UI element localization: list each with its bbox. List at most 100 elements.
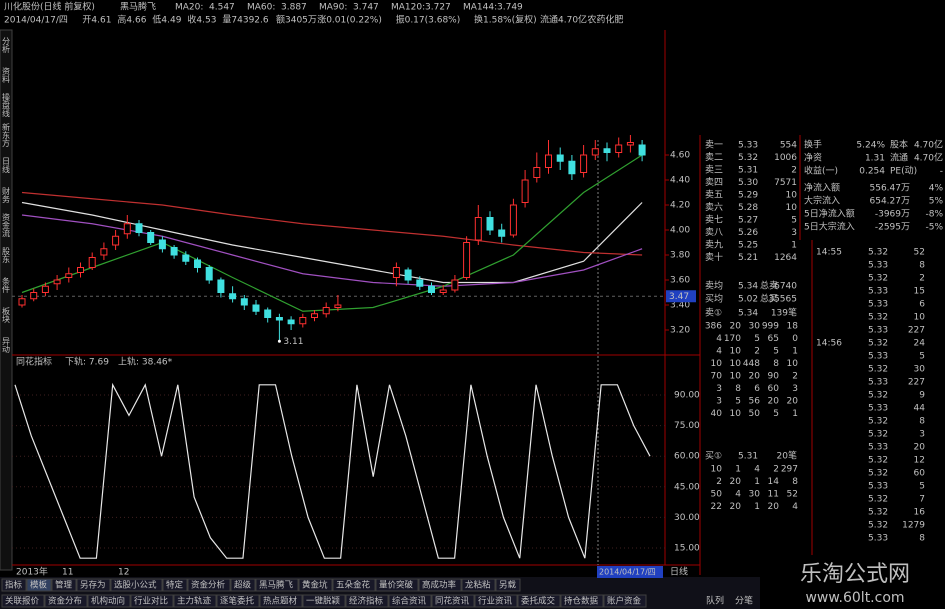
tick-volume: 8: [919, 261, 925, 271]
queue-volume: 90: [768, 372, 780, 382]
tab-label[interactable]: 指标: [5, 580, 23, 591]
candle-body: [334, 304, 342, 308]
tab-label[interactable]: 热点题材: [263, 596, 298, 607]
book-price: 5.21: [738, 253, 758, 263]
queue-volume: 170: [724, 334, 741, 344]
side-tab[interactable]: 板块: [2, 306, 11, 324]
book-label: 卖六: [705, 201, 723, 213]
side-tab[interactable]: 股东: [2, 247, 11, 263]
book-label: 卖三: [705, 165, 723, 176]
tab-label[interactable]: 量价突破: [379, 580, 414, 591]
date-label: 11: [62, 568, 73, 578]
queue-volume: 11: [768, 490, 779, 500]
tab: [431, 594, 475, 608]
queue-volume: 1: [792, 409, 798, 419]
tab-label[interactable]: 行业资讯: [478, 596, 513, 607]
tab-label[interactable]: 五朵金花: [336, 580, 371, 591]
candle-body: [451, 279, 459, 291]
tab: [44, 594, 88, 608]
tick-price: 5.32: [868, 365, 888, 375]
tab-label[interactable]: 管理: [55, 580, 73, 591]
y-tick-label: 3.40: [670, 301, 690, 311]
tab-label[interactable]: 行业对比: [134, 596, 168, 607]
book-price: 5.31: [738, 166, 758, 176]
queue-volume: 3: [716, 397, 722, 407]
tab: [87, 594, 131, 608]
tab-label[interactable]: 选股小公式: [114, 580, 157, 591]
stat-label: 股本: [890, 139, 908, 151]
stat-label: 换手: [804, 139, 822, 151]
candle-body: [603, 148, 611, 153]
side-tab[interactable]: 资料: [2, 66, 11, 84]
side-tab[interactable]: 日线: [2, 157, 11, 173]
tab-label[interactable]: 逐笔委托: [220, 596, 255, 607]
y-tick-label: 3.60: [670, 276, 690, 286]
side-tab[interactable]: 操盘线: [2, 92, 11, 117]
candle-body: [170, 247, 178, 256]
tab-label[interactable]: 持仓数据: [564, 596, 599, 607]
candle-body: [135, 223, 143, 233]
tab: [461, 578, 496, 592]
queue-volume: 30: [749, 490, 761, 500]
tab-label[interactable]: 黑马腾飞: [259, 580, 294, 591]
stat-value: 4%: [929, 184, 944, 194]
tab-label[interactable]: 一键脱颖: [306, 596, 341, 607]
side-tab[interactable]: 异动: [2, 337, 11, 354]
tab: [517, 594, 561, 608]
tab-label[interactable]: 关联报价: [5, 596, 40, 607]
queue-volume: 3: [792, 384, 798, 394]
queue-price: 5.34: [738, 309, 758, 319]
queue-volume: 10: [730, 409, 742, 419]
candle-body: [18, 298, 26, 306]
tab-label[interactable]: 资金分析: [191, 580, 226, 591]
panel-tab[interactable]: 队列: [706, 595, 724, 607]
current-price-box: [666, 290, 696, 303]
side-tab[interactable]: 新东方: [2, 122, 11, 148]
tab-label[interactable]: 龙粘粘: [465, 580, 491, 591]
candle-body: [182, 254, 190, 262]
quote-item: 换1.58%(复权): [474, 14, 537, 26]
date-label: 2013年: [16, 566, 48, 578]
stat-label: PE(动): [890, 166, 917, 177]
book-volume: 554: [780, 141, 797, 151]
tab-label[interactable]: 资金分布: [48, 596, 82, 607]
tab-label[interactable]: 高成功率: [422, 580, 457, 591]
tab-label[interactable]: 委托成交: [521, 596, 556, 607]
tab-label[interactable]: 机构动向: [91, 596, 125, 607]
tab-label[interactable]: 超级: [234, 580, 252, 591]
y-tick-label: 4.60: [670, 151, 690, 161]
period-tab[interactable]: 日线: [670, 566, 688, 578]
tab-label[interactable]: 模板: [30, 580, 48, 591]
indicator-title: 同花指标: [16, 356, 52, 368]
quote-item: 流通4.70亿: [540, 14, 587, 26]
queue-volume: 70: [711, 372, 723, 382]
queue-volume: 999: [762, 322, 779, 332]
side-tab[interactable]: 条件: [2, 276, 11, 294]
tab-label[interactable]: 综合资讯: [392, 596, 427, 607]
panel-tab[interactable]: 分笔: [735, 595, 753, 607]
tick-price: 5.33: [868, 482, 888, 492]
side-tab[interactable]: 资金流: [2, 212, 11, 238]
quote-item: 高4.66: [117, 14, 146, 26]
tick-volume: 3: [919, 430, 925, 440]
tick-volume: 7: [919, 495, 925, 505]
queue-count: 20笔: [777, 450, 797, 462]
tab: [173, 594, 217, 608]
tab-label[interactable]: 同花资讯: [435, 596, 470, 607]
tab-label[interactable]: 黄金坑: [302, 580, 328, 591]
tab-label[interactable]: 特定: [166, 580, 184, 591]
tab-label[interactable]: 主力轨迹: [177, 596, 212, 607]
tab-label[interactable]: 另载: [499, 580, 517, 591]
tab-label[interactable]: 另存为: [80, 580, 106, 591]
side-tab[interactable]: 分析: [2, 37, 11, 54]
quote-item: 农药化肥: [587, 14, 623, 26]
tab-label[interactable]: 经济指标: [349, 596, 384, 607]
watermark-url: www.60lt.com: [805, 590, 904, 606]
tick-volume: 10: [914, 313, 926, 323]
stat-label: 流通: [890, 152, 908, 164]
book-volume: 5: [791, 216, 797, 226]
side-tab[interactable]: 财务: [2, 186, 11, 204]
tick-price: 5.33: [868, 261, 888, 271]
tab-label[interactable]: 账户资金: [607, 596, 642, 607]
queue-volume: 65: [768, 334, 779, 344]
